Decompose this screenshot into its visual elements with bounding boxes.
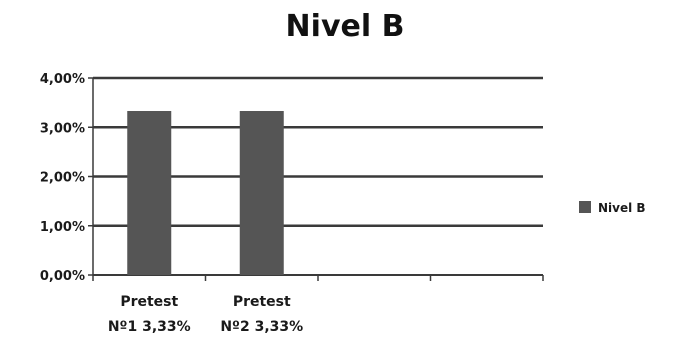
y-tick-label: 4,00% [40,72,85,87]
x-category-label: Pretest [120,294,178,310]
y-tick-label: 1,00% [40,220,85,235]
x-category-label: Pretest [233,294,291,310]
chart-title: Nivel B [286,9,405,44]
x-category-value-label: Nº1 3,33% [108,319,191,335]
x-axis-categories: Pretest Nº1 3,33% Pretest Nº2 3,33% [108,294,303,335]
y-tick-label: 0,00% [40,269,85,284]
bar [127,110,172,275]
legend-label: Nivel B [598,201,646,215]
y-tick-label: 3,00% [40,121,85,136]
legend-swatch [579,201,591,213]
legend: Nivel B [579,201,646,215]
y-tick-label: 2,00% [40,171,85,186]
x-category-value-label: Nº2 3,33% [220,319,303,335]
bars [127,110,284,275]
y-axis-ticks: 0,00% 1,00% 2,00% 3,00% 4,00% [40,72,85,284]
bar [239,110,284,275]
